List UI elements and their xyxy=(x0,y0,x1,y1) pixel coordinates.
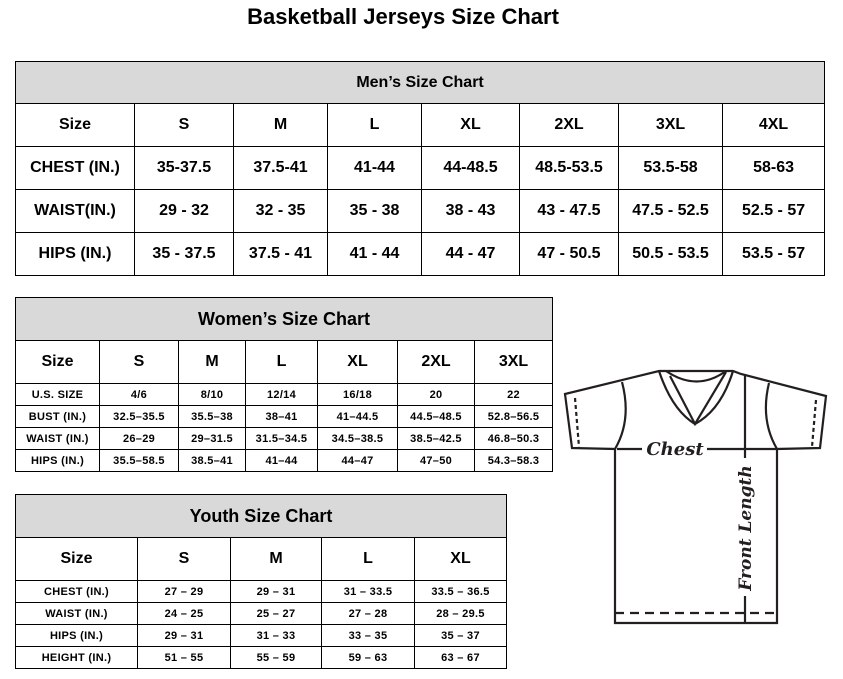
table-cell: 35 - 37.5 xyxy=(134,232,234,276)
table-cell: 33 – 35 xyxy=(321,624,415,647)
row-label-cell: HIPS (IN.) xyxy=(15,449,100,472)
youth-size-table: Youth Size Chart Size S M L XL CHEST (IN.) 27… xyxy=(14,494,508,669)
table-cell: 41-44 xyxy=(327,146,422,190)
table-cell: 38.5–41 xyxy=(178,449,246,472)
table-cell: 53.5-58 xyxy=(618,146,723,190)
table-cell: 59 – 63 xyxy=(321,646,415,669)
table-cell: 51 – 55 xyxy=(137,646,231,669)
header-row: Size S M L XL 2XL 3XL 4XL xyxy=(15,103,826,147)
row-label-cell: BUST (IN.) xyxy=(15,405,100,428)
table-cell: 34.5–38.5 xyxy=(317,427,398,450)
table-cell: S xyxy=(137,537,231,581)
table-cell: 52.8–56.5 xyxy=(473,405,554,428)
row-label-cell: HIPS (IN.) xyxy=(15,232,135,276)
table-cell: 63 – 67 xyxy=(413,646,508,669)
table-row: WAIST (IN.) 24 – 25 25 – 27 27 – 28 28 – 29.… xyxy=(15,602,508,625)
table-cell: 53.5 - 57 xyxy=(721,232,826,276)
table-cell: 26–29 xyxy=(99,427,179,450)
table-row: HEIGHT (IN.) 51 – 55 55 – 59 59 – 63 63 – 67 xyxy=(15,646,508,669)
table-row: HIPS (IN.) 35 - 37.5 37.5 - 41 41 - 44 44 - … xyxy=(15,232,826,276)
womens-size-table: Women’s Size Chart Size S M L XL 2XL 3XL U.S. … xyxy=(14,297,554,472)
table-cell: 35 - 38 xyxy=(327,189,422,233)
table-cell: 3XL xyxy=(618,103,723,147)
table-cell: 46.8–50.3 xyxy=(473,427,554,450)
table-cell: 38.5–42.5 xyxy=(397,427,475,450)
table-cell: 41–44 xyxy=(245,449,318,472)
tshirt-outline-icon xyxy=(563,369,828,625)
row-label-cell: HEIGHT (IN.) xyxy=(15,646,138,669)
table-cell: 52.5 - 57 xyxy=(721,189,826,233)
table-row: CHEST (IN.) 35-37.5 37.5-41 41-44 44-48.5 48.… xyxy=(15,146,826,190)
table-cell: 47 - 50.5 xyxy=(519,232,619,276)
table-cell: 44.5–48.5 xyxy=(397,405,475,428)
table-cell: 32 - 35 xyxy=(233,189,328,233)
row-label-cell: Size xyxy=(15,537,138,581)
table-cell: 38 - 43 xyxy=(421,189,520,233)
table-row: BUST (IN.) 32.5–35.5 35.5–38 38–41 41–44.5 44… xyxy=(15,405,554,428)
table-cell: 37.5 - 41 xyxy=(233,232,328,276)
table-cell: XL xyxy=(413,537,508,581)
table-cell: 58-63 xyxy=(721,146,826,190)
table-cell: 29 – 31 xyxy=(137,624,231,647)
table-cell: M xyxy=(230,537,322,581)
table-cell: 28 – 29.5 xyxy=(413,602,508,625)
table-cell: 31 – 33 xyxy=(230,624,322,647)
table-cell: 27 – 29 xyxy=(137,580,231,603)
table-cell: 35.5–38 xyxy=(178,405,246,428)
table-row: WAIST (IN.) 26–29 29–31.5 31.5–34.5 34.5–38.… xyxy=(15,427,554,450)
table-cell: 44-48.5 xyxy=(421,146,520,190)
youth-table-title: Youth Size Chart xyxy=(14,494,508,538)
header-row: Size S M L XL xyxy=(15,537,508,581)
table-cell: 33.5 – 36.5 xyxy=(413,580,508,603)
table-cell: 29–31.5 xyxy=(178,427,246,450)
table-row: CHEST (IN.) 27 – 29 29 – 31 31 – 33.5 33.5 –… xyxy=(15,580,508,603)
table-cell: 24 – 25 xyxy=(137,602,231,625)
row-label-cell: WAIST(IN.) xyxy=(15,189,135,233)
table-cell: S xyxy=(134,103,234,147)
row-label-cell: CHEST (IN.) xyxy=(15,146,135,190)
table-row: HIPS (IN.) 35.5–58.5 38.5–41 41–44 44–47 47–5… xyxy=(15,449,554,472)
table-cell: 25 – 27 xyxy=(230,602,322,625)
table-cell: L xyxy=(245,340,318,384)
table-cell: 41 - 44 xyxy=(327,232,422,276)
mens-table-title: Men’s Size Chart xyxy=(14,61,826,104)
table-row: WAIST(IN.) 29 - 32 32 - 35 35 - 38 38 - 43 43… xyxy=(15,189,826,233)
table-row: U.S. SIZE 4/6 8/10 12/14 16/18 20 22 xyxy=(15,383,554,406)
header-row: Size S M L XL 2XL 3XL xyxy=(15,340,554,384)
table-cell: 43 - 47.5 xyxy=(519,189,619,233)
table-cell: 54.3–58.3 xyxy=(473,449,554,472)
table-cell: 55 – 59 xyxy=(230,646,322,669)
table-cell: 2XL xyxy=(397,340,475,384)
table-cell: 48.5-53.5 xyxy=(519,146,619,190)
front-length-label: Front Length xyxy=(736,465,756,591)
row-label-cell: Size xyxy=(15,340,100,384)
chest-label: Chest xyxy=(646,439,704,460)
page-title: Basketball Jerseys Size Chart xyxy=(247,4,559,29)
table-cell: M xyxy=(233,103,328,147)
table-cell: XL xyxy=(421,103,520,147)
table-cell: 47–50 xyxy=(397,449,475,472)
table-cell: L xyxy=(327,103,422,147)
table-cell: 2XL xyxy=(519,103,619,147)
table-cell: L xyxy=(321,537,415,581)
mens-size-table: Men’s Size Chart Size S M L XL 2XL 3XL 4XL CHES… xyxy=(14,61,826,276)
